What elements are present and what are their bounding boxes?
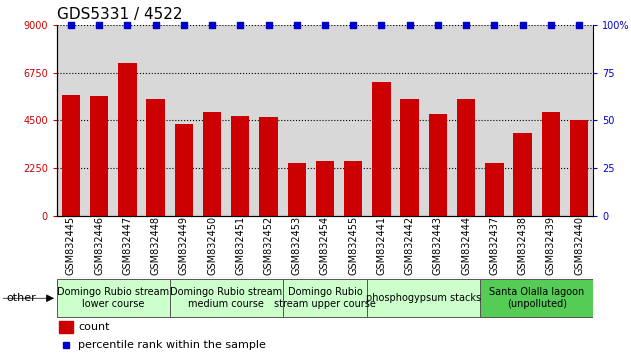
Text: GSM832449: GSM832449 <box>179 216 189 275</box>
Text: GSM832438: GSM832438 <box>517 216 528 275</box>
Text: GSM832443: GSM832443 <box>433 216 443 275</box>
Bar <box>457 99 475 216</box>
Point <box>489 22 499 28</box>
Bar <box>62 95 80 216</box>
Bar <box>118 63 136 216</box>
Text: GSM832446: GSM832446 <box>94 216 104 275</box>
Text: Domingo Rubio stream
lower course: Domingo Rubio stream lower course <box>57 287 169 309</box>
Point <box>546 22 556 28</box>
Text: count: count <box>78 322 110 332</box>
Text: GSM832444: GSM832444 <box>461 216 471 275</box>
Point <box>320 22 330 28</box>
FancyBboxPatch shape <box>480 279 593 318</box>
Bar <box>231 116 249 216</box>
Bar <box>316 161 334 216</box>
Bar <box>288 163 306 216</box>
Point <box>404 22 415 28</box>
Bar <box>59 321 73 333</box>
Point <box>235 22 245 28</box>
Bar <box>541 112 560 216</box>
Text: GSM832454: GSM832454 <box>320 216 330 275</box>
Text: GSM832439: GSM832439 <box>546 216 556 275</box>
Point <box>461 22 471 28</box>
Point <box>376 22 386 28</box>
Bar <box>90 96 109 216</box>
Text: Domingo Rubio stream
medium course: Domingo Rubio stream medium course <box>170 287 282 309</box>
FancyBboxPatch shape <box>57 279 170 318</box>
Text: GSM832451: GSM832451 <box>235 216 245 275</box>
Point <box>151 22 161 28</box>
Text: GSM832450: GSM832450 <box>207 216 217 275</box>
Bar <box>259 117 278 216</box>
Point <box>264 22 274 28</box>
Bar <box>146 99 165 216</box>
FancyBboxPatch shape <box>367 279 480 318</box>
Text: phosphogypsum stacks: phosphogypsum stacks <box>366 293 481 303</box>
Point <box>292 22 302 28</box>
Text: GDS5331 / 4522: GDS5331 / 4522 <box>57 7 182 22</box>
Text: GSM832441: GSM832441 <box>377 216 386 275</box>
Bar <box>175 124 193 216</box>
Bar <box>428 114 447 216</box>
Point <box>348 22 358 28</box>
Point <box>66 22 76 28</box>
Text: GSM832445: GSM832445 <box>66 216 76 275</box>
Text: GSM832442: GSM832442 <box>404 216 415 275</box>
FancyBboxPatch shape <box>283 279 367 318</box>
Text: GSM832447: GSM832447 <box>122 216 133 275</box>
Text: GSM832453: GSM832453 <box>292 216 302 275</box>
Point <box>207 22 217 28</box>
Text: GSM832455: GSM832455 <box>348 216 358 275</box>
Text: GSM832452: GSM832452 <box>264 216 273 275</box>
Bar <box>344 161 362 216</box>
Point <box>94 22 104 28</box>
Bar <box>401 99 419 216</box>
Point <box>179 22 189 28</box>
Text: GSM832437: GSM832437 <box>489 216 499 275</box>
FancyBboxPatch shape <box>170 279 283 318</box>
Point <box>574 22 584 28</box>
Text: percentile rank within the sample: percentile rank within the sample <box>78 340 266 350</box>
Text: GSM832440: GSM832440 <box>574 216 584 275</box>
Point <box>122 22 133 28</box>
Point <box>517 22 528 28</box>
Bar <box>514 133 532 216</box>
Bar <box>570 120 588 216</box>
Point <box>433 22 443 28</box>
Text: Santa Olalla lagoon
(unpolluted): Santa Olalla lagoon (unpolluted) <box>489 287 584 309</box>
Text: Domingo Rubio
stream upper course: Domingo Rubio stream upper course <box>274 287 376 309</box>
Bar <box>485 163 504 216</box>
Bar <box>372 82 391 216</box>
Bar <box>203 112 221 216</box>
Text: other: other <box>6 293 36 303</box>
Text: GSM832448: GSM832448 <box>151 216 161 275</box>
